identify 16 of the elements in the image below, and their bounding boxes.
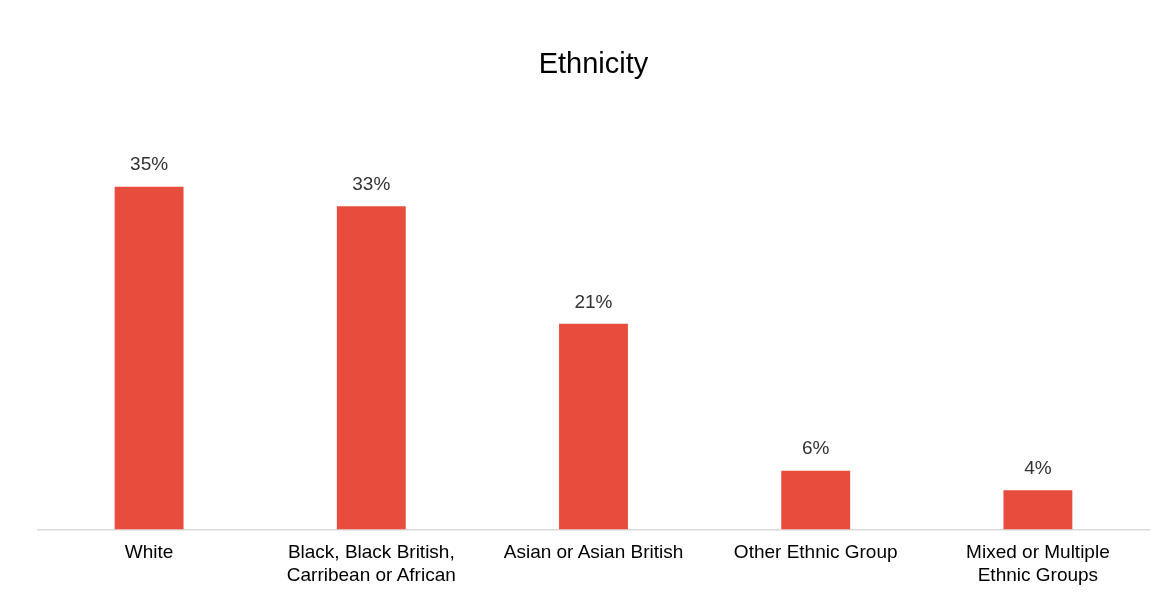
bar	[781, 470, 851, 530]
data-label: 4%	[1024, 456, 1052, 478]
chart-title: Ethnicity	[538, 47, 649, 80]
data-label: 21%	[574, 290, 613, 312]
data-label: 33%	[352, 173, 391, 195]
x-tick-label: White	[124, 541, 174, 563]
bar	[336, 206, 406, 530]
x-tick-label: Asian or Asian British	[503, 541, 684, 563]
x-tick-label: Black, Black British, Carribean or African	[286, 541, 456, 585]
bar	[559, 323, 628, 530]
data-label: 6%	[801, 437, 830, 459]
data-label: 35%	[130, 153, 169, 175]
x-tick-label: Other Ethnic Group	[733, 541, 898, 563]
bar	[114, 186, 184, 530]
x-tick-label: Mixed or Multiple Ethnic Groups	[966, 541, 1110, 585]
bar	[1003, 490, 1073, 530]
